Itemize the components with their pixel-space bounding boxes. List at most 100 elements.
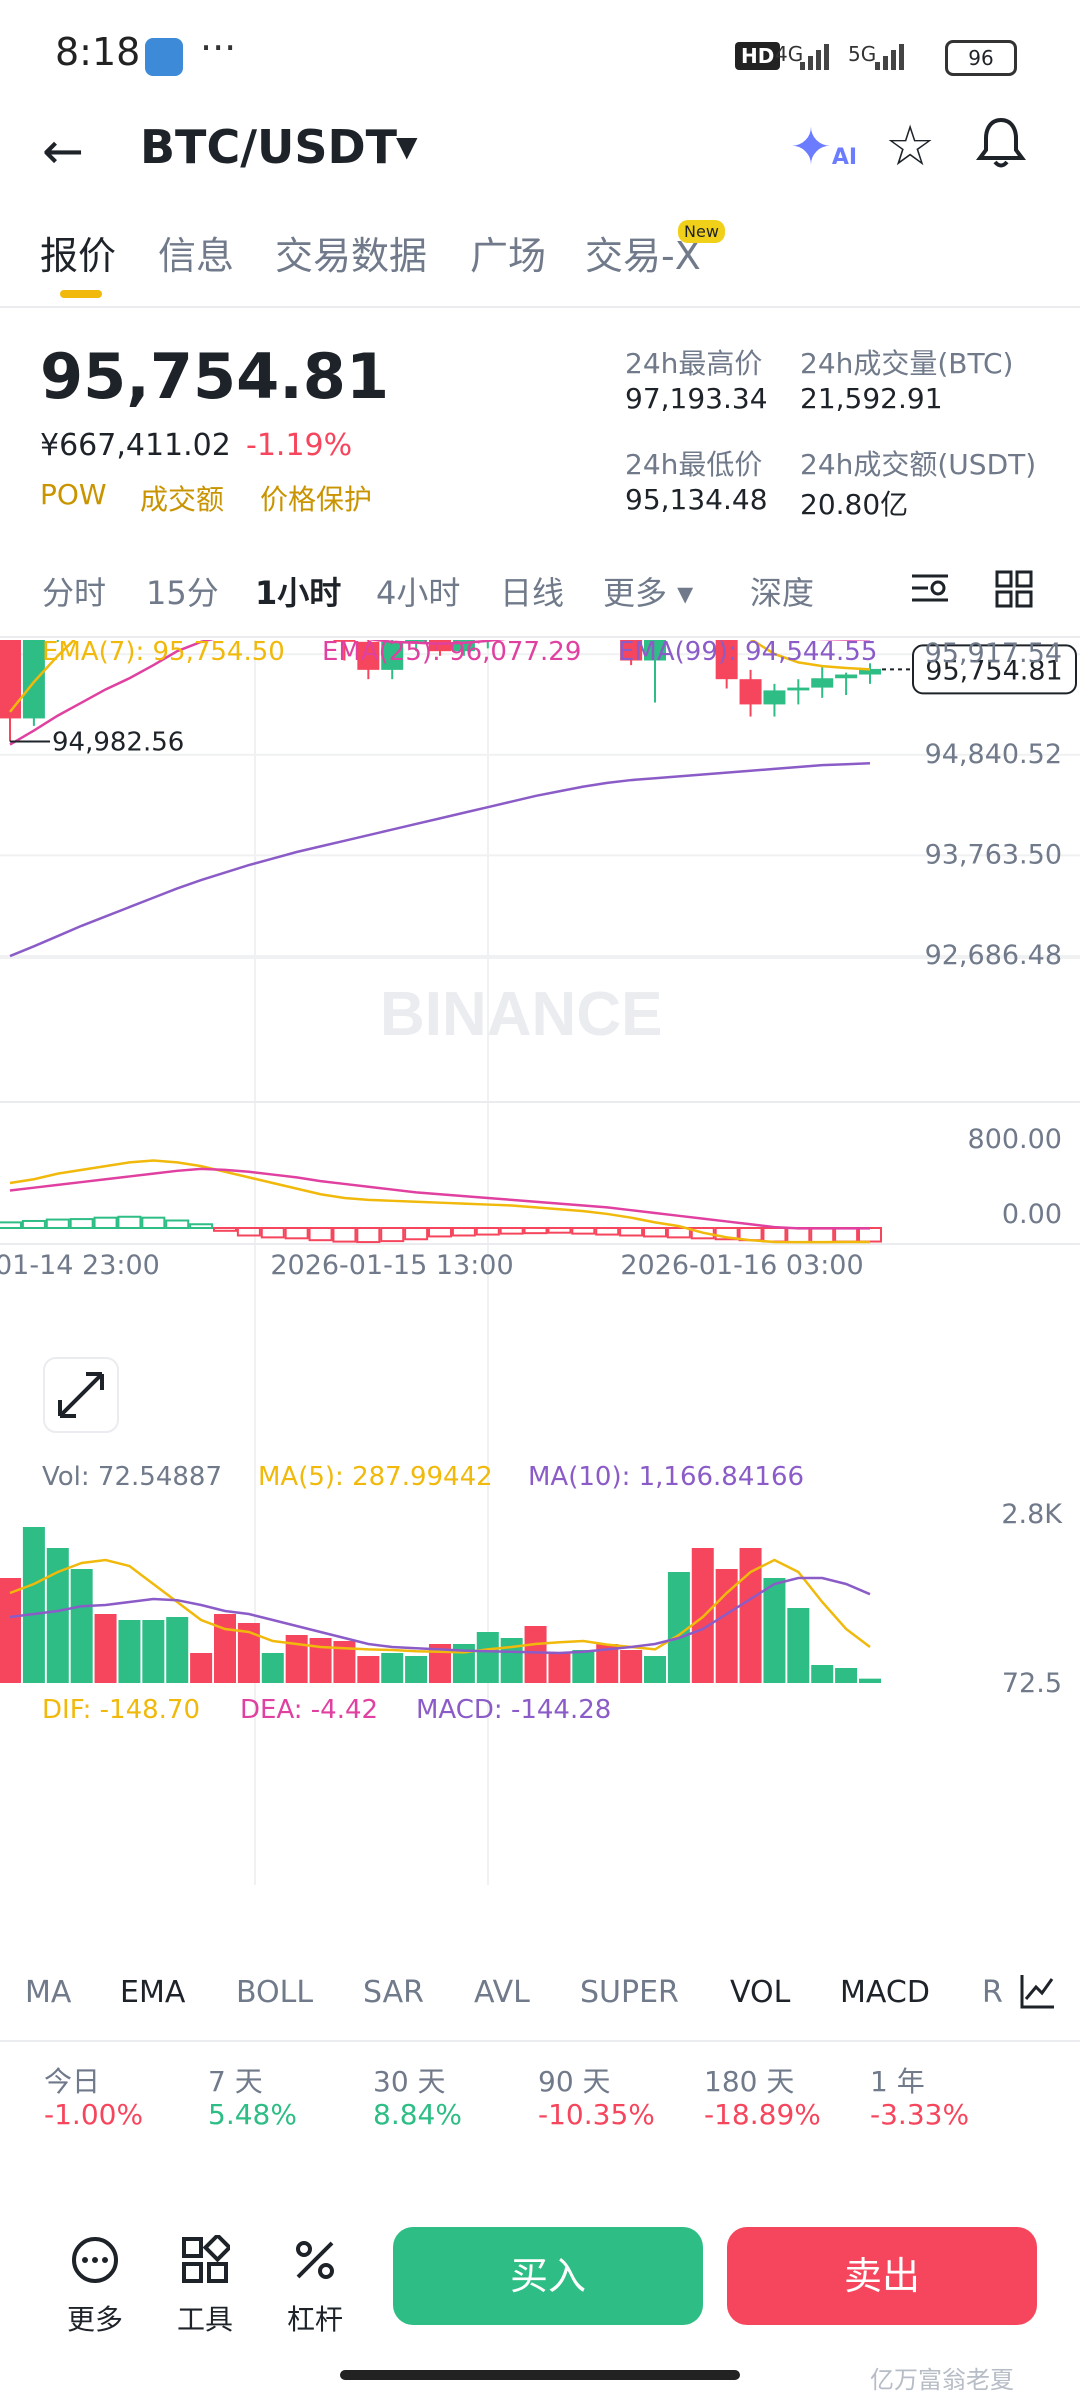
vol-ma10-legend: MA(10): 1,166.84166 <box>528 1462 804 1492</box>
ind-boll[interactable]: BOLL <box>236 1975 314 2010</box>
home-indicator[interactable] <box>340 2370 740 2380</box>
period-15m[interactable]: 15分 <box>146 574 219 612</box>
price-axis-label: 94,840.52 <box>925 739 1062 770</box>
candle-body <box>715 640 738 680</box>
caret-down-icon[interactable]: ▼ <box>396 130 418 163</box>
macd-bar <box>380 1227 405 1243</box>
vol-legend: Vol: 72.54887 <box>42 1462 222 1492</box>
more-icon[interactable] <box>50 2235 140 2295</box>
ind-ema[interactable]: EMA <box>120 1975 186 2010</box>
macd-bar <box>451 1227 476 1237</box>
period-4h[interactable]: 4小时 <box>376 574 461 612</box>
star-icon[interactable]: ☆ <box>885 114 936 179</box>
perf-value: -10.35% <box>538 2098 655 2131</box>
macd-bar <box>404 1227 429 1241</box>
macd-panel: 800.00 0.00 <box>0 1124 1062 1244</box>
price-cny: ¥667,411.02 <box>40 428 231 463</box>
volume-bar <box>381 1653 404 1683</box>
indicator-settings-icon[interactable] <box>1018 1971 1058 2019</box>
perf-label: 30 天 <box>373 2065 446 2098</box>
ema99-line <box>9 762 871 958</box>
tab-square[interactable]: 广场 <box>470 234 547 278</box>
tag-volume[interactable]: 成交额 <box>140 483 225 516</box>
candles <box>0 640 881 742</box>
sell-button[interactable]: 卖出 <box>727 2227 1037 2325</box>
tools-icon[interactable] <box>160 2232 250 2295</box>
period-line[interactable]: 分时 <box>42 574 107 612</box>
volume-bar <box>70 1569 93 1683</box>
macd-bar <box>690 1227 715 1240</box>
macd-bar <box>189 1223 214 1229</box>
tab-trade-x[interactable]: 交易-X <box>585 234 701 278</box>
candle-body <box>405 640 428 642</box>
period-1d[interactable]: 日线 <box>500 574 565 612</box>
leverage-icon[interactable] <box>270 2235 360 2295</box>
candle-body <box>0 640 21 719</box>
macd-bar <box>571 1227 596 1235</box>
volume-bar <box>46 1548 69 1683</box>
volume-bar <box>548 1653 571 1683</box>
ind-ma[interactable]: MA <box>25 1975 72 2010</box>
arrow-left-icon[interactable]: ← <box>42 122 84 180</box>
buy-button[interactable]: 买入 <box>393 2227 703 2325</box>
pair-title[interactable]: BTC/USDT <box>140 120 398 174</box>
candle-body <box>811 678 834 688</box>
tag-pow[interactable]: POW <box>40 478 107 511</box>
ind-vol[interactable]: VOL <box>730 1975 791 2010</box>
period-1h[interactable]: 1小时 <box>255 574 342 612</box>
battery-icon: 96 <box>945 40 1017 76</box>
macd-bar <box>236 1227 261 1237</box>
macd-bar <box>499 1227 524 1235</box>
ind-r[interactable]: R <box>982 1975 1003 2010</box>
stat-turnover-value: 20.80亿 <box>800 488 909 521</box>
tab-quote[interactable]: 报价 <box>40 234 117 278</box>
candle-body <box>429 640 451 652</box>
candle-body <box>835 674 858 679</box>
perf-label: 180 天 <box>704 2065 795 2098</box>
candle-body <box>787 687 810 691</box>
expand-icon[interactable] <box>43 1357 119 1433</box>
perf-value: -18.89% <box>704 2098 821 2131</box>
dea-line <box>9 1167 870 1230</box>
chart-settings-icon[interactable] <box>910 570 950 614</box>
macd-legend: MACD: -144.28 <box>416 1695 611 1725</box>
ai-sparkle-icon[interactable]: ✦AI <box>790 118 858 176</box>
more-label[interactable]: 更多 <box>66 2303 123 2336</box>
candle-body <box>333 640 356 642</box>
candle-body <box>357 641 380 670</box>
volume-bar <box>620 1650 643 1683</box>
watermark-text: 亿万富翁老夏 <box>870 2366 1014 2394</box>
volume-bar <box>835 1668 858 1683</box>
grid-layout-icon[interactable] <box>995 570 1033 616</box>
ind-macd[interactable]: MACD <box>840 1975 930 2010</box>
macd-bar <box>0 1221 22 1229</box>
period-depth[interactable]: 深度 <box>750 574 815 612</box>
macd-bar <box>786 1227 811 1244</box>
period-more[interactable]: 更多 ▾ <box>603 574 694 612</box>
network-5g-label: 5G <box>848 42 877 66</box>
leverage-label[interactable]: 杠杆 <box>286 2303 343 2336</box>
tools-label[interactable]: 工具 <box>176 2303 233 2336</box>
tag-price-protect[interactable]: 价格保护 <box>260 483 373 516</box>
tab-trade-data[interactable]: 交易数据 <box>275 234 428 278</box>
macd-bar <box>117 1215 142 1229</box>
candle-body <box>620 640 643 661</box>
ind-sar[interactable]: SAR <box>363 1975 424 2010</box>
tab-info[interactable]: 信息 <box>158 234 235 278</box>
ind-super[interactable]: SUPER <box>580 1975 679 2010</box>
ai-label: AI <box>831 145 858 170</box>
volume-bar <box>429 1644 451 1683</box>
volume-bar <box>859 1678 881 1683</box>
macd-bar <box>643 1227 667 1238</box>
perf-label: 1 年 <box>870 2065 925 2098</box>
dif-line <box>9 1159 870 1244</box>
volume-bar <box>142 1620 165 1683</box>
stat-low-label: 24h最低价 <box>625 448 763 481</box>
vol-ma5-line <box>9 1558 871 1654</box>
bell-icon[interactable] <box>976 116 1026 183</box>
volume-bars: 2.8K 72.5 <box>0 1499 1063 1699</box>
macd-bar <box>213 1227 237 1232</box>
ema25-legend: EMA(25): 96,077.29 <box>322 640 581 667</box>
ind-avl[interactable]: AVL <box>474 1975 530 2010</box>
